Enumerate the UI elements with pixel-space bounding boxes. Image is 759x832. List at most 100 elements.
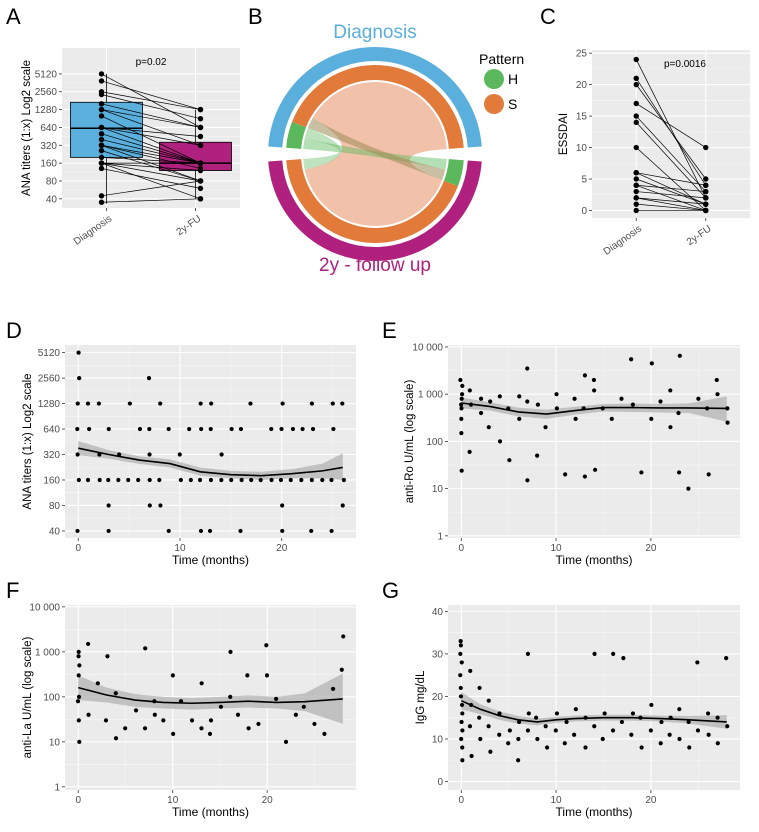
data-point — [77, 375, 82, 381]
data-point — [137, 426, 143, 432]
data-point — [146, 375, 152, 381]
data-point — [543, 425, 548, 430]
x-tick-label: Diagnosis — [72, 213, 114, 247]
data-point — [525, 366, 530, 371]
data-point — [97, 477, 102, 483]
data-point — [208, 426, 213, 432]
pattern-ring-diagnosis-s — [292, 65, 464, 149]
pattern-ring-diagnosis-h — [286, 121, 307, 149]
data-point — [633, 188, 639, 195]
data-point — [312, 721, 317, 727]
data-point — [703, 182, 709, 188]
data-point — [75, 452, 80, 457]
data-point — [152, 712, 157, 717]
data-point — [157, 477, 162, 483]
x-tick-label: 20 — [276, 543, 288, 554]
data-point — [98, 142, 105, 148]
data-point — [269, 477, 274, 483]
data-point — [116, 477, 121, 483]
y-tick-label: 20 — [432, 692, 444, 703]
data-point — [633, 176, 639, 182]
paired-line — [101, 144, 201, 169]
data-point — [330, 401, 335, 406]
data-point — [639, 745, 644, 750]
y-tick-label: 100 — [426, 437, 443, 448]
pattern-ring-followup-s — [286, 159, 458, 243]
data-point — [229, 477, 234, 483]
data-point — [705, 711, 711, 716]
data-point — [218, 704, 224, 709]
data-point — [633, 207, 639, 214]
data-point — [714, 377, 719, 383]
data-point — [639, 470, 644, 475]
data-point — [592, 651, 597, 657]
data-point — [459, 416, 464, 421]
panel-d-ana-scatter: 40 80 160 320 640 1280 2560 5120 0 10 20 ANA titers… — [22, 345, 356, 567]
data-point — [126, 477, 131, 483]
data-point — [649, 416, 654, 421]
data-point — [563, 472, 568, 477]
paired-line — [636, 197, 706, 205]
data-point — [582, 373, 588, 378]
data-point — [322, 731, 327, 737]
data-point — [238, 426, 244, 432]
data-point — [329, 477, 334, 483]
data-point — [76, 350, 81, 355]
paired-line — [636, 197, 706, 211]
data-point — [98, 124, 105, 131]
data-point — [239, 477, 244, 483]
y-tick-label: 160 — [40, 159, 57, 170]
data-point — [248, 401, 253, 406]
data-point — [696, 396, 701, 401]
data-point — [633, 144, 639, 151]
data-point — [686, 719, 691, 725]
p-value-annotation: p=0.0016 — [664, 59, 706, 70]
data-point — [554, 711, 560, 716]
data-point — [187, 426, 192, 432]
confidence-band — [461, 692, 727, 729]
panel-letter-f: F — [6, 578, 19, 603]
y-tick-label: 15 — [576, 112, 588, 123]
data-point — [301, 704, 306, 709]
plot-background — [592, 50, 750, 218]
data-point — [619, 396, 624, 401]
data-point — [507, 458, 512, 463]
data-point — [535, 736, 540, 742]
x-tick-label: 20 — [645, 543, 657, 554]
data-point — [668, 425, 673, 430]
paired-line — [101, 157, 201, 164]
data-point — [106, 426, 111, 432]
data-point — [147, 477, 152, 483]
paired-line — [101, 150, 201, 182]
data-point — [95, 681, 100, 686]
data-point — [127, 401, 132, 406]
data-point — [677, 470, 682, 475]
data-point — [98, 131, 105, 137]
data-point — [572, 732, 577, 737]
data-point — [703, 144, 709, 151]
panel-c-paired-dot-plot: 0 5 10 15 20 25 ESSDAI p=0.0016 Diagnosis 2y-FU — [558, 49, 750, 258]
data-point — [619, 719, 625, 725]
data-point — [668, 388, 673, 393]
data-point — [488, 399, 493, 404]
smooth-trend-line — [461, 402, 727, 415]
data-point — [535, 402, 541, 407]
x-axis-label: Time (months) — [172, 805, 249, 819]
data-point — [77, 663, 82, 668]
panel-g-igg-scatter: 0 10 20 30 40 0 10 20 IgG mg/dL Time (months) — [415, 605, 740, 819]
paired-line — [101, 144, 201, 164]
data-point — [208, 718, 214, 723]
data-point — [274, 696, 279, 702]
y-tick-label: 10 — [576, 143, 588, 154]
data-point — [189, 718, 195, 723]
data-point — [573, 707, 578, 712]
data-point — [158, 401, 163, 406]
data-point — [468, 668, 473, 674]
x-tick-label: 0 — [75, 543, 81, 554]
data-point — [147, 503, 152, 508]
data-point — [105, 654, 110, 659]
data-point — [573, 416, 578, 421]
data-point — [207, 731, 213, 737]
data-point — [123, 726, 128, 731]
data-point — [533, 715, 539, 720]
